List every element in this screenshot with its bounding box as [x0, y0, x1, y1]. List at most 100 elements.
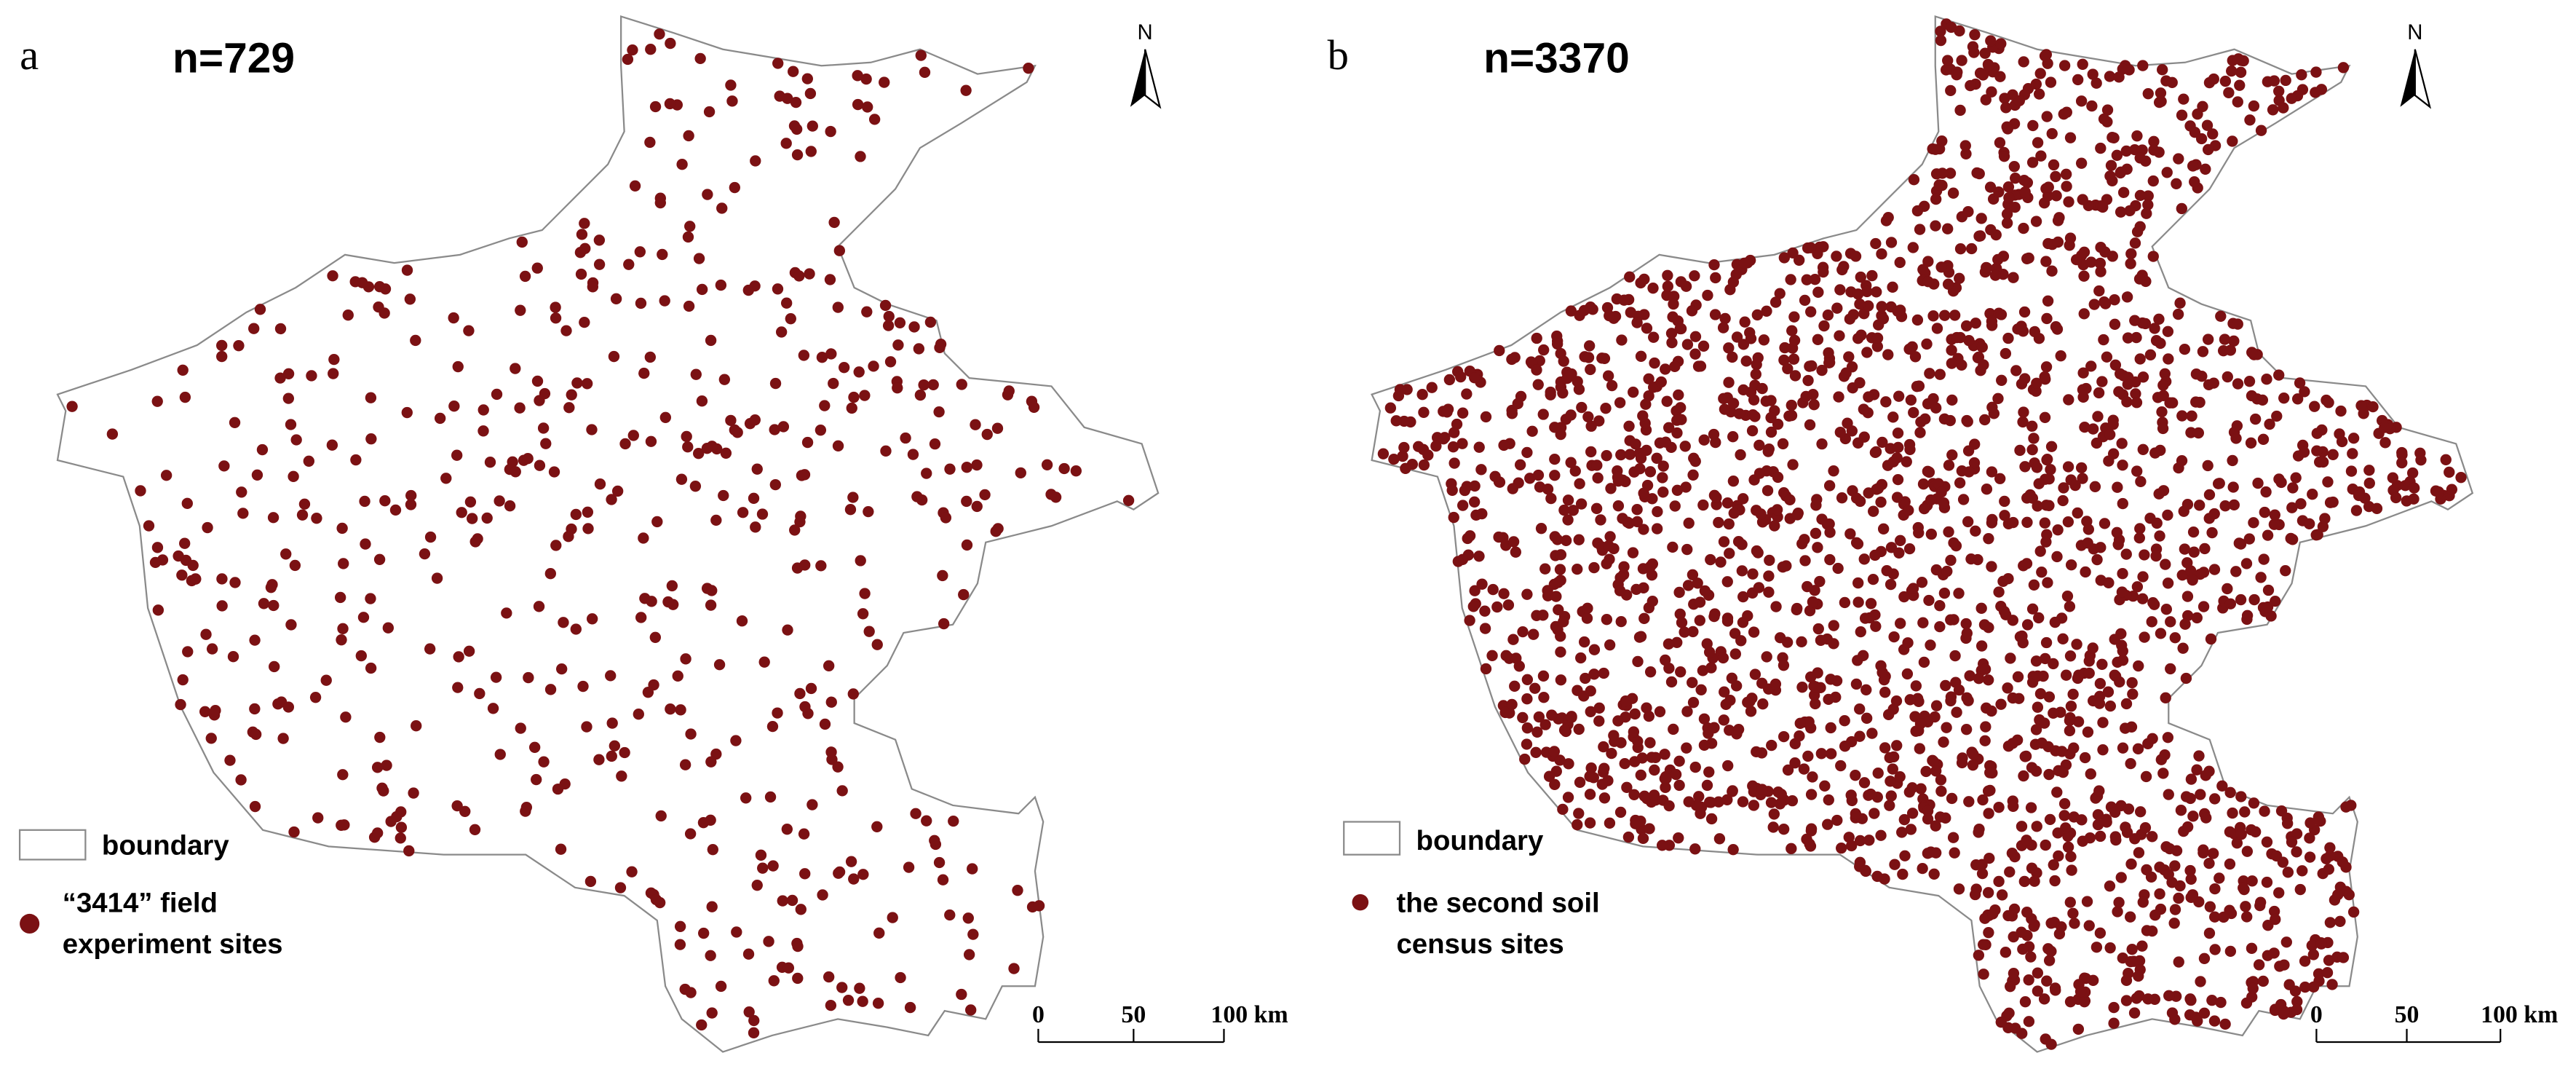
site-dot: [702, 189, 713, 200]
site-dot: [1766, 739, 1778, 752]
site-dot: [1537, 409, 1549, 420]
site-dot: [227, 651, 239, 663]
site-dot: [2270, 595, 2281, 607]
site-dot: [2176, 202, 2187, 215]
site-dot: [1927, 310, 1939, 322]
site-dot: [795, 904, 807, 915]
site-dot: [794, 687, 806, 700]
site-dot: [846, 402, 857, 414]
site-dot: [181, 497, 193, 510]
site-dot: [1747, 568, 1759, 580]
site-dot: [1852, 596, 1864, 608]
site-dot: [1751, 309, 1764, 321]
site-dot: [1787, 247, 1799, 259]
site-dot: [1885, 578, 1897, 591]
site-dot: [2235, 66, 2247, 79]
site-dot: [1438, 433, 1449, 445]
site-dot: [845, 856, 857, 867]
site-dot: [799, 559, 811, 571]
site-dot: [799, 868, 811, 880]
site-dot: [1756, 747, 1768, 759]
site-dot: [2312, 529, 2323, 540]
site-dot: [910, 808, 922, 819]
site-dot: [1918, 656, 1930, 668]
site-dot: [659, 295, 670, 307]
site-dot: [1775, 632, 1786, 644]
site-dot: [1986, 86, 1997, 98]
site-dot: [662, 596, 674, 608]
site-dot: [1591, 459, 1603, 471]
site-dot: [1805, 306, 1817, 317]
site-dot: [1981, 261, 1992, 274]
site-dot: [2109, 294, 2120, 306]
site-dot: [350, 454, 362, 466]
site-dot: [1668, 298, 1679, 310]
site-dot: [2072, 1023, 2085, 1036]
site-dot: [1983, 532, 1994, 545]
site-dot: [2278, 102, 2289, 114]
site-dot: [1924, 368, 1935, 379]
site-dot: [1804, 838, 1815, 850]
site-dot: [250, 728, 262, 741]
site-dot: [1945, 691, 1957, 703]
site-dot: [1737, 591, 1749, 603]
site-dot: [2219, 500, 2231, 512]
site-dot: [2232, 318, 2243, 330]
site-dot: [935, 338, 947, 350]
site-dot: [2097, 717, 2109, 728]
site-dot: [494, 749, 506, 760]
site-dot: [2026, 762, 2038, 773]
site-dot: [2137, 896, 2149, 908]
site-dot: [282, 393, 295, 404]
scale-label: 100 km: [1210, 1001, 1288, 1028]
site-dot: [2033, 88, 2045, 100]
site-dot: [958, 588, 970, 601]
site-dot: [1918, 502, 1930, 515]
site-dot: [693, 253, 705, 264]
site-dot: [1719, 686, 1730, 698]
site-dot: [789, 524, 801, 536]
site-dot: [1839, 596, 1851, 609]
site-dot: [296, 509, 309, 521]
site-dot: [2215, 996, 2227, 1009]
site-dot: [1843, 832, 1855, 843]
site-dot: [2207, 848, 2219, 859]
site-dot: [879, 76, 890, 88]
site-dot: [694, 52, 706, 65]
site-dot: [1930, 847, 1942, 859]
site-dot: [424, 531, 437, 543]
site-dot: [690, 368, 702, 380]
site-dot: [1814, 575, 1826, 588]
site-dot: [1761, 305, 1772, 317]
site-dot: [320, 674, 332, 686]
site-dot: [2096, 658, 2108, 670]
site-dot: [883, 310, 895, 323]
site-dot: [1596, 778, 1608, 790]
site-dot: [1978, 969, 1989, 980]
site-dot: [1818, 266, 1829, 278]
site-dot: [1942, 278, 1954, 290]
site-dot: [1861, 347, 1873, 358]
site-dot: [1865, 598, 1877, 610]
site-dot: [790, 96, 802, 109]
site-dot: [2116, 586, 2128, 598]
scale-bar: [2315, 1028, 2502, 1044]
site-dot: [1532, 379, 1544, 390]
site-dot: [887, 912, 898, 923]
site-dot: [2104, 880, 2116, 892]
site-dot: [2058, 798, 2071, 810]
site-dot: [2008, 800, 2019, 812]
site-dot: [2166, 76, 2178, 88]
site-dot: [1771, 504, 1783, 516]
site-dot: [1903, 343, 1915, 355]
site-dot: [248, 323, 260, 334]
site-dot: [2032, 701, 2044, 713]
site-dot: [1643, 390, 1654, 402]
site-dot: [1708, 259, 1720, 271]
site-dot: [1745, 333, 1757, 344]
site-dot: [2248, 797, 2260, 809]
site-dot: [2209, 944, 2221, 955]
site-dot: [1426, 382, 1438, 393]
site-dot: [2104, 170, 2116, 182]
site-dot: [1531, 332, 1542, 344]
